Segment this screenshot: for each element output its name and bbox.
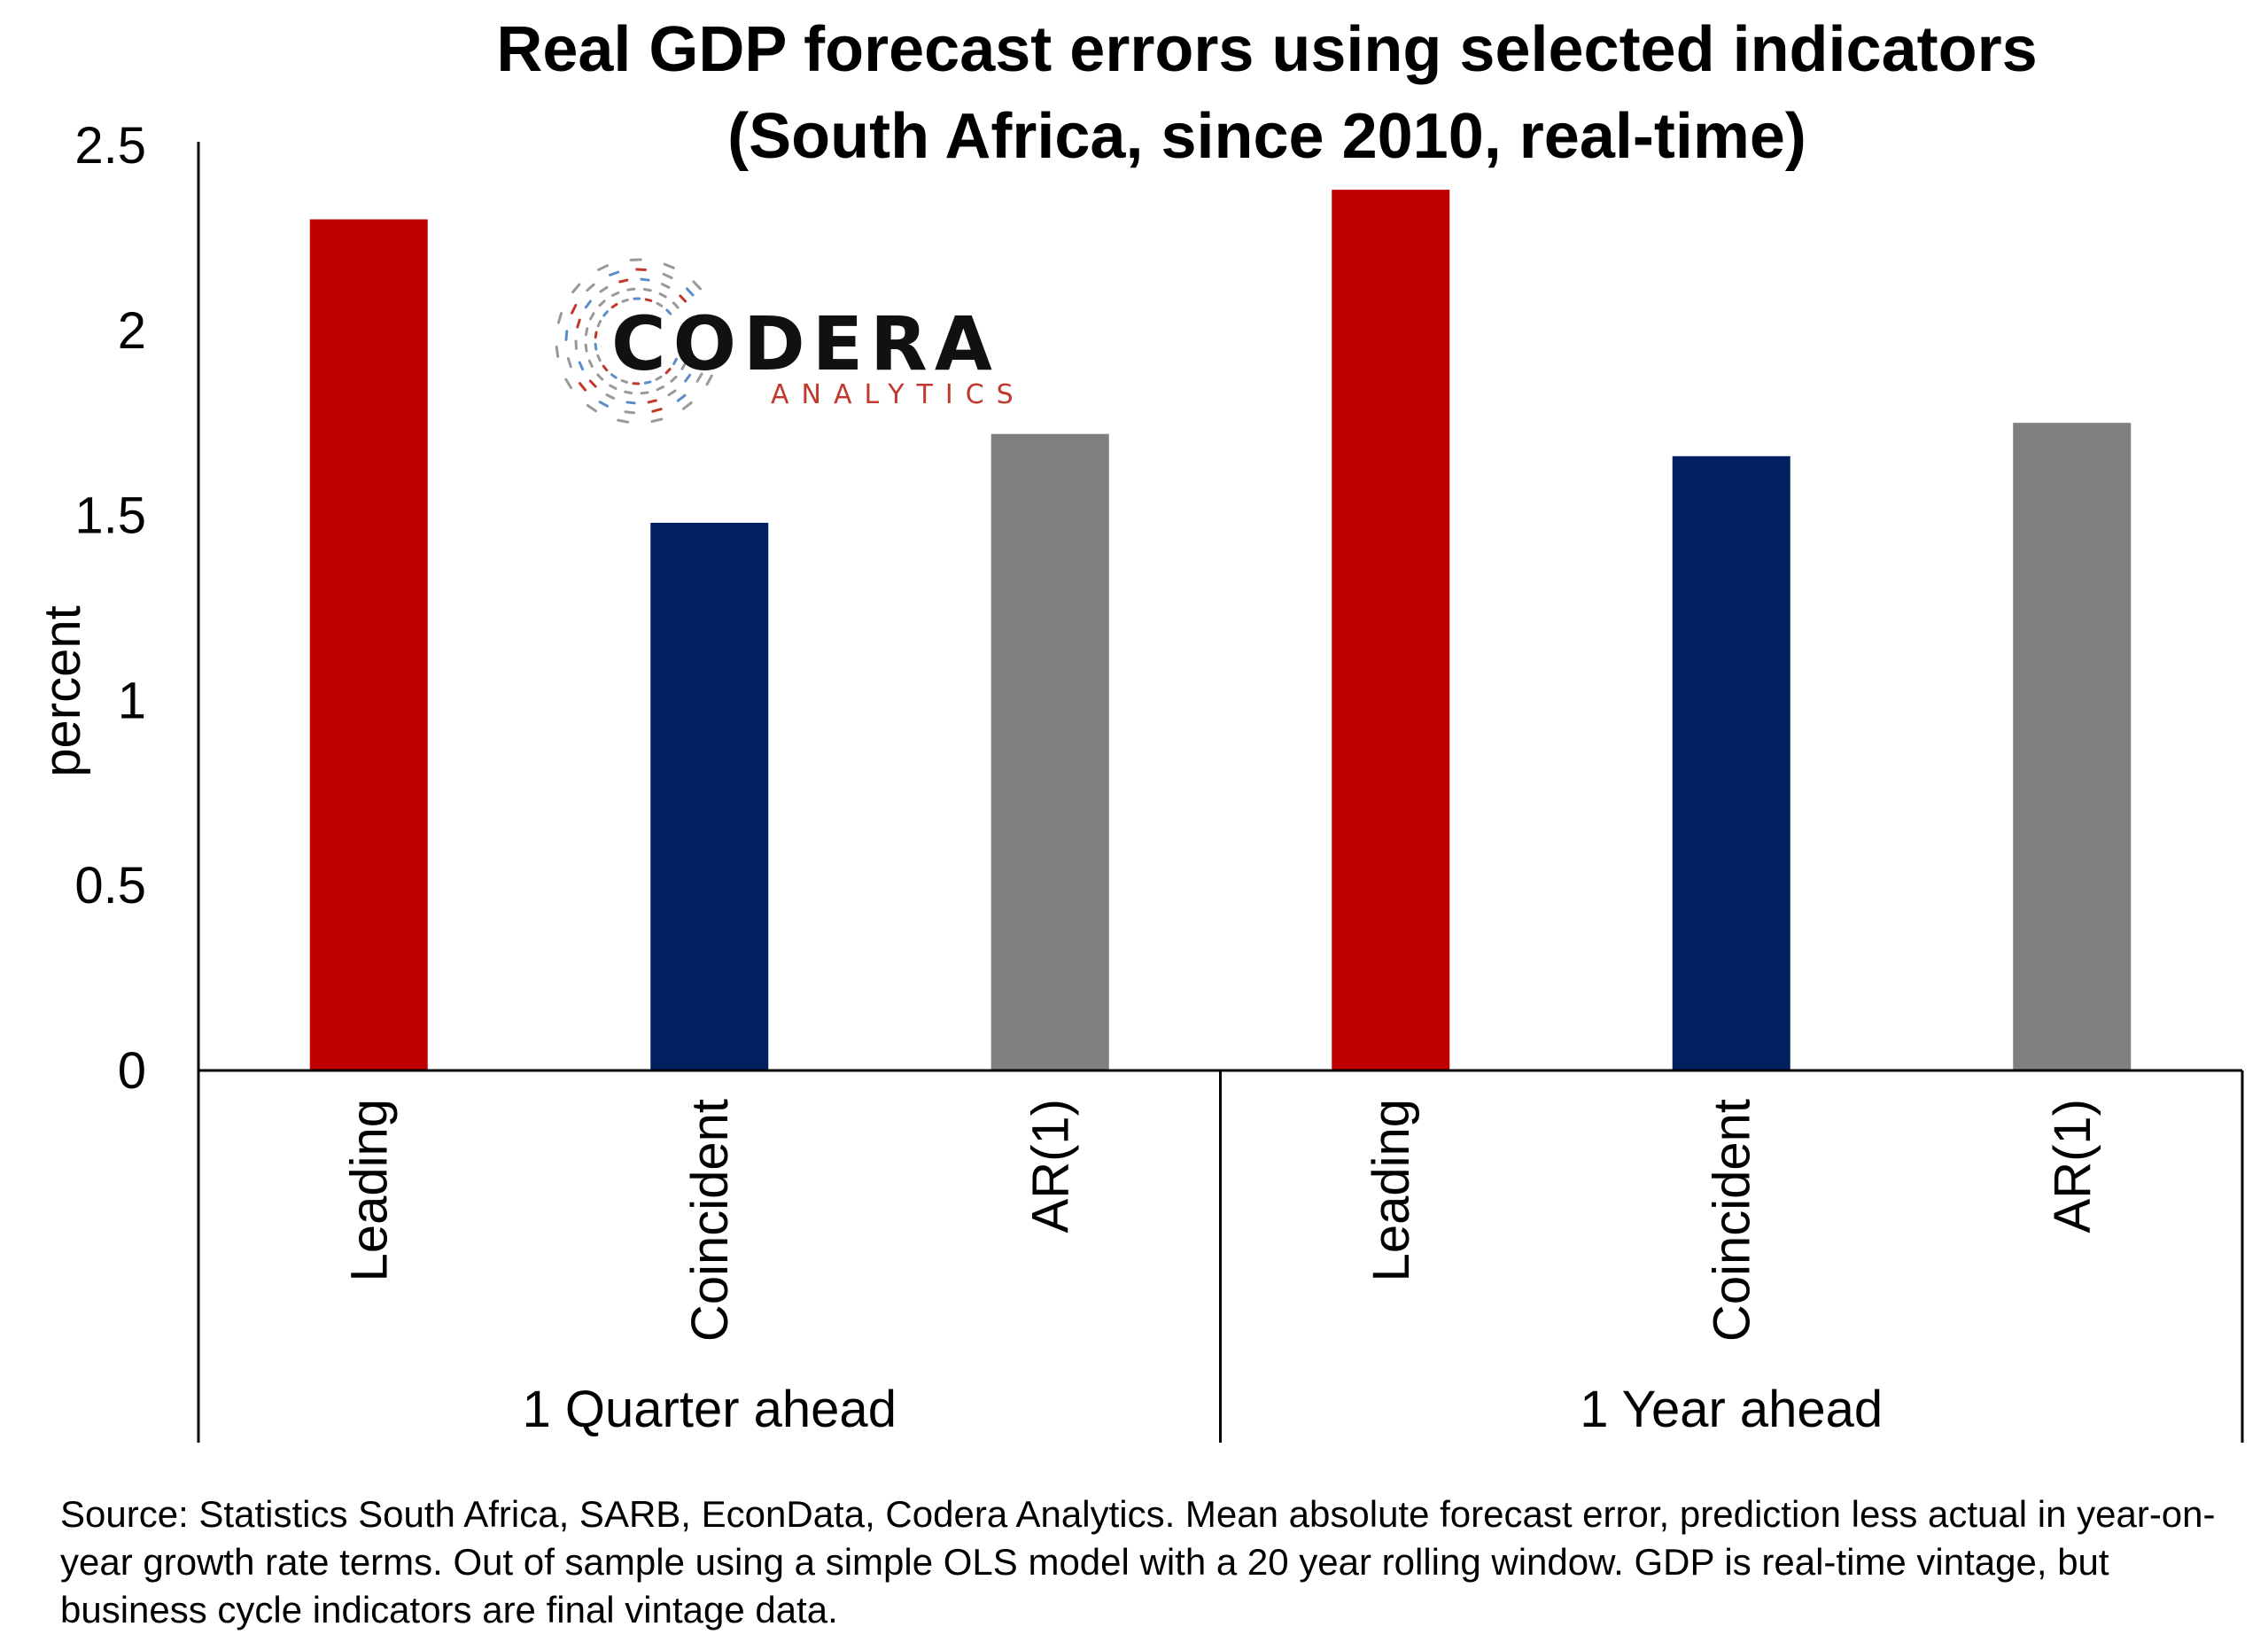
logo-arc-icon — [664, 264, 673, 268]
bar — [1673, 456, 1790, 1070]
logo-arc-icon — [657, 387, 663, 390]
bar — [310, 220, 428, 1070]
logo-arc-icon — [694, 282, 701, 289]
chart: Real GDP forecast errors using selected … — [0, 0, 2268, 1650]
logo-arc-icon — [620, 280, 627, 282]
y-axis-title: percent — [34, 605, 91, 776]
logo-arc-icon — [579, 362, 582, 370]
logo-arc-icon — [601, 287, 607, 292]
category-label: Coincident — [681, 1099, 739, 1342]
logo-arc-icon — [649, 401, 656, 402]
source-note: Source: Statistics South Africa, SARB, E… — [60, 1490, 2222, 1634]
y-tick-label: 2 — [118, 302, 146, 360]
group-label: 1 Year ahead — [1580, 1381, 1883, 1438]
y-tick-label: 2.5 — [74, 117, 146, 175]
logo-arc-icon — [627, 402, 634, 403]
bar — [650, 523, 768, 1070]
logo-arc-icon — [556, 346, 557, 356]
logo-arc-icon — [652, 419, 662, 422]
logo-arc-icon — [573, 284, 579, 292]
bar — [2013, 423, 2131, 1070]
logo-arc-icon — [590, 381, 595, 386]
logo-arc-icon — [625, 392, 632, 393]
logo-wordmark: CODERA — [611, 300, 999, 387]
y-tick-label: 0 — [118, 1042, 146, 1100]
y-tick-label: 0.5 — [74, 857, 146, 915]
logo-arc-icon — [578, 320, 579, 327]
category-label: Leading — [1363, 1099, 1420, 1281]
logo-arc-icon — [599, 266, 608, 270]
chart-title-line: (South Africa, since 2010, real-time) — [727, 101, 1806, 172]
logo-arc-icon — [579, 384, 585, 391]
category-label: AR(1) — [2044, 1099, 2101, 1233]
logo-arc-icon — [589, 361, 592, 366]
logo-arc-icon — [572, 306, 576, 314]
category-label: Leading — [340, 1099, 398, 1281]
logo-arc-icon — [613, 292, 618, 295]
logo-arc-icon — [595, 344, 596, 349]
logo-arc-icon — [641, 279, 649, 280]
logo-arc-icon — [558, 314, 561, 323]
logo-arc-icon — [607, 395, 614, 399]
logo-arc-icon — [660, 294, 665, 297]
logo-arc-icon — [566, 379, 571, 387]
logo-arc-icon — [587, 405, 595, 410]
group-label: 1 Quarter ahead — [523, 1381, 897, 1438]
logo-subtitle: ANALYTICS — [771, 379, 1026, 410]
logo-arc-icon — [587, 284, 594, 290]
logo-arc-icon — [598, 321, 600, 325]
logo-arc-icon — [687, 289, 693, 295]
axes — [198, 142, 2242, 1443]
logo-arc-icon — [653, 409, 661, 412]
category-label: Coincident — [1703, 1099, 1760, 1342]
logo-arc-icon — [628, 289, 634, 290]
logo-arc-icon — [604, 312, 608, 315]
logo-arc-icon — [683, 403, 691, 409]
logo-arc-icon — [618, 420, 628, 422]
bars — [310, 190, 2132, 1070]
chart-title: Real GDP forecast errors using selected … — [496, 14, 2037, 172]
logo-arc-icon — [625, 412, 634, 413]
logo-arc-icon — [598, 355, 600, 360]
logo-arc-icon — [610, 272, 618, 275]
logo-arc-icon — [678, 395, 685, 401]
bar — [1332, 190, 1449, 1070]
logo-arc-icon — [586, 301, 590, 307]
chart-title-line: Real GDP forecast errors using selected … — [496, 14, 2037, 85]
logo-arc-icon — [595, 332, 596, 338]
bar — [991, 434, 1109, 1070]
group-labels: 1 Quarter ahead 1 Year ahead — [523, 1381, 1884, 1438]
logo-arc-icon — [600, 402, 608, 407]
logo-arc-icon — [603, 366, 607, 370]
logo-arc-icon — [576, 341, 577, 348]
logo-arc-icon — [600, 301, 604, 306]
y-tick-label: 1.5 — [74, 487, 146, 545]
logo-arc-icon — [664, 274, 672, 277]
logo-arc-icon — [644, 289, 650, 290]
logo-arc-icon — [566, 331, 567, 340]
category-label: AR(1) — [1021, 1099, 1079, 1233]
logo-arc-icon — [598, 375, 602, 379]
logo-arc-icon — [568, 359, 571, 367]
y-tick-label: 1 — [118, 672, 146, 729]
logo-arc-icon — [662, 284, 669, 288]
logo-arc-icon — [591, 314, 594, 319]
logo-arc-icon — [669, 391, 675, 395]
